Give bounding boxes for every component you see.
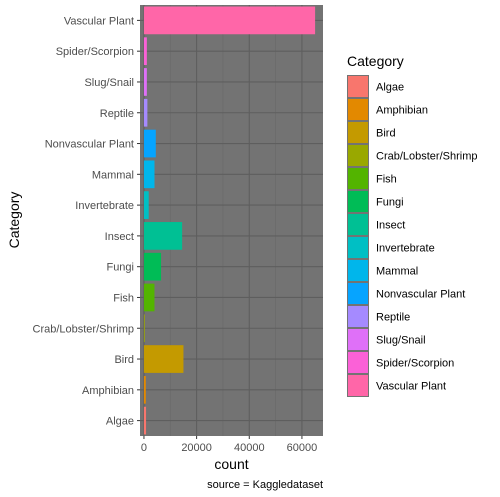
y-tick-label: Mammal xyxy=(92,169,134,181)
y-tick-label: Invertebrate xyxy=(75,200,134,212)
bar-reptile xyxy=(143,98,148,127)
legend-label: Insect xyxy=(376,220,405,232)
bar-nonvascular-plant xyxy=(143,129,156,158)
y-tick-label: Crab/Lobster/Shrimp xyxy=(33,323,135,335)
legend-key-swatch xyxy=(348,237,368,258)
legend-label: Mammal xyxy=(376,266,418,278)
x-tick-label: 40000 xyxy=(234,442,265,454)
y-tick-label: Spider/Scorpion xyxy=(56,46,134,58)
legend-key-swatch xyxy=(348,99,368,120)
legend-label: Spider/Scorpion xyxy=(376,358,454,370)
grid-layer xyxy=(140,5,323,436)
y-tick-label: Bird xyxy=(114,354,134,366)
legend-key-swatch xyxy=(348,352,368,373)
x-axis-title: count xyxy=(214,456,248,472)
legend: Category Algae Amphibian Bird Crab/Lobster/… xyxy=(347,53,478,397)
legend-title: Category xyxy=(347,53,404,69)
legend-label: Algae xyxy=(376,82,404,94)
legend-key-swatch xyxy=(348,191,368,212)
legend-key-swatch xyxy=(348,375,368,396)
legend-label: Nonvascular Plant xyxy=(376,289,465,301)
y-tick-label: Fish xyxy=(113,292,134,304)
chart-caption: source = Kaggledataset xyxy=(207,479,323,491)
legend-key-swatch xyxy=(348,283,368,304)
legend-key-swatch xyxy=(348,214,368,235)
legend-key-swatch xyxy=(348,306,368,327)
legend-key-swatch xyxy=(348,329,368,350)
bar-amphibian xyxy=(143,375,146,404)
bar-fungi xyxy=(143,252,162,281)
y-tick-label: Reptile xyxy=(100,108,134,120)
bar-invertebrate xyxy=(143,191,149,219)
legend-key-swatch xyxy=(348,260,368,281)
legend-key-swatch xyxy=(348,122,368,143)
y-tick-label: Fungi xyxy=(106,262,134,274)
bar-vascular-plant xyxy=(143,6,316,35)
bar-algae xyxy=(143,406,147,435)
y-tick-label: Algae xyxy=(106,416,134,428)
bar-spider-scorpion xyxy=(143,37,147,66)
legend-label: Slug/Snail xyxy=(376,335,426,347)
bar-slug-snail xyxy=(143,68,147,96)
bar-bird xyxy=(143,345,184,373)
y-tick-label: Vascular Plant xyxy=(64,15,134,27)
legend-label: Amphibian xyxy=(376,105,428,117)
x-tick-label: 60000 xyxy=(287,442,318,454)
x-tick-label: 0 xyxy=(141,442,147,454)
bars-layer xyxy=(143,6,316,435)
y-tick-label: Amphibian xyxy=(82,385,134,397)
legend-key-swatch xyxy=(348,145,368,166)
legend-label: Crab/Lobster/Shrimp xyxy=(376,151,478,163)
y-tick-label: Insect xyxy=(105,231,134,243)
bar-insect xyxy=(143,222,183,250)
y-axis-title: Category xyxy=(6,192,22,249)
x-tick-label: 20000 xyxy=(181,442,212,454)
legend-label: Invertebrate xyxy=(376,243,435,255)
bar-crab-lobster-shrimp xyxy=(143,314,145,343)
legend-label: Fish xyxy=(376,174,397,186)
legend-label: Bird xyxy=(376,128,396,140)
y-tick-label: Nonvascular Plant xyxy=(45,139,134,151)
legend-label: Vascular Plant xyxy=(376,381,446,393)
legend-label: Reptile xyxy=(376,312,410,324)
y-axis-ticks: Algae Amphibian Bird Crab/Lobster/Shrimp Fis… xyxy=(33,15,140,428)
bar-mammal xyxy=(143,160,155,189)
legend-label: Fungi xyxy=(376,197,404,209)
x-axis-ticks: 0 20000 40000 60000 xyxy=(141,436,317,454)
legend-key-swatch xyxy=(348,76,368,97)
bar-fish xyxy=(143,283,155,312)
y-tick-label: Slug/Snail xyxy=(84,77,134,89)
legend-key-swatch xyxy=(348,168,368,189)
